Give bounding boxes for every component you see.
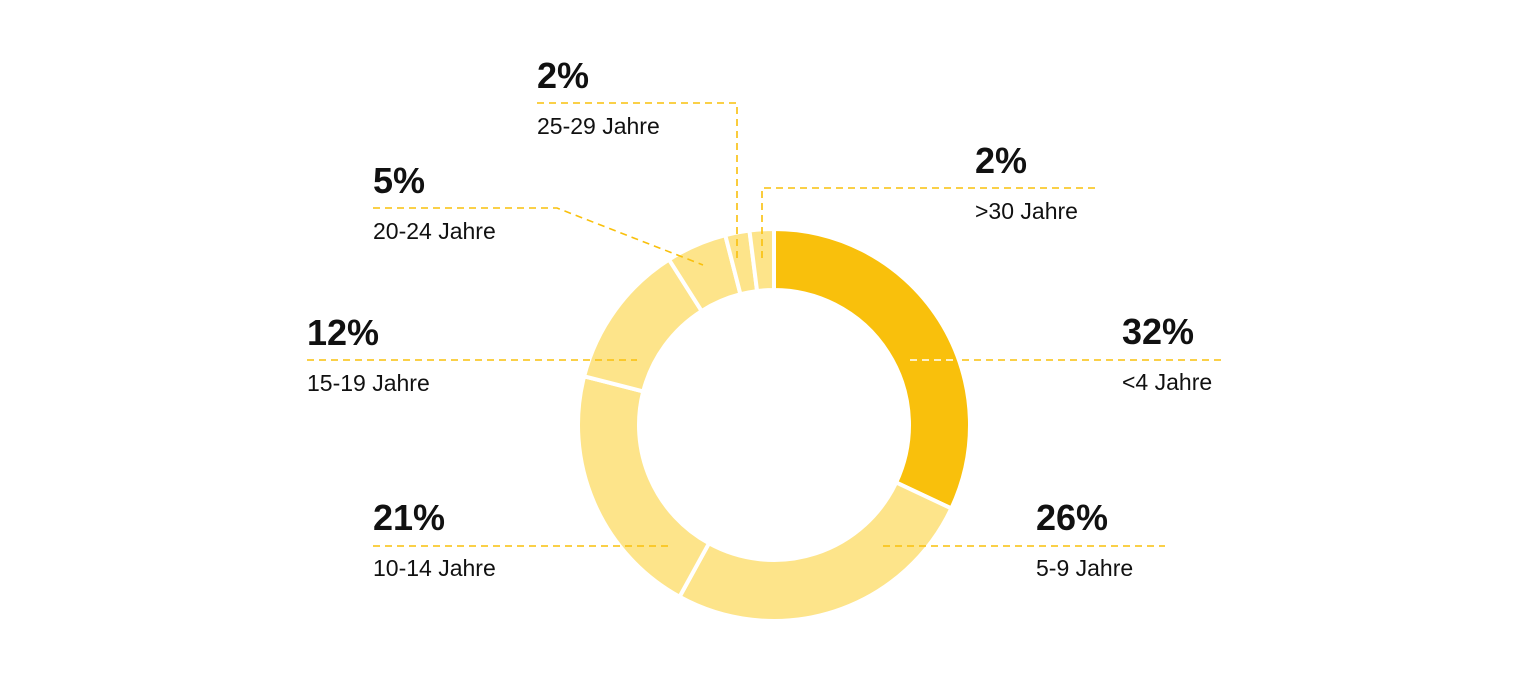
data-label-value: 12%: [307, 312, 380, 353]
data-label-category: 25-29 Jahre: [537, 113, 660, 139]
donut-slice-0: [772, 226, 972, 512]
data-label-value: 2%: [537, 55, 590, 96]
data-label-value: 21%: [373, 497, 446, 538]
data-label-value: 26%: [1036, 497, 1109, 538]
leader-line-4: [373, 207, 704, 266]
data-label-category: >30 Jahre: [975, 198, 1078, 224]
data-label-value: 32%: [1122, 311, 1195, 352]
data-label-category: 15-19 Jahre: [307, 370, 430, 396]
data-label-value: 5%: [373, 160, 426, 201]
data-label-category: 5-9 Jahre: [1036, 555, 1134, 581]
data-label-category: 20-24 Jahre: [373, 218, 496, 244]
data-label-category: <4 Jahre: [1122, 369, 1213, 395]
donut-slice-6: [747, 226, 776, 294]
donut-slice-2: [576, 373, 712, 600]
donut-slice-1: [676, 479, 955, 623]
data-label-category: 10-14 Jahre: [373, 555, 496, 581]
data-label-value: 2%: [975, 140, 1028, 181]
leader-line-6: [761, 187, 1095, 262]
leader-line-5: [537, 102, 738, 258]
